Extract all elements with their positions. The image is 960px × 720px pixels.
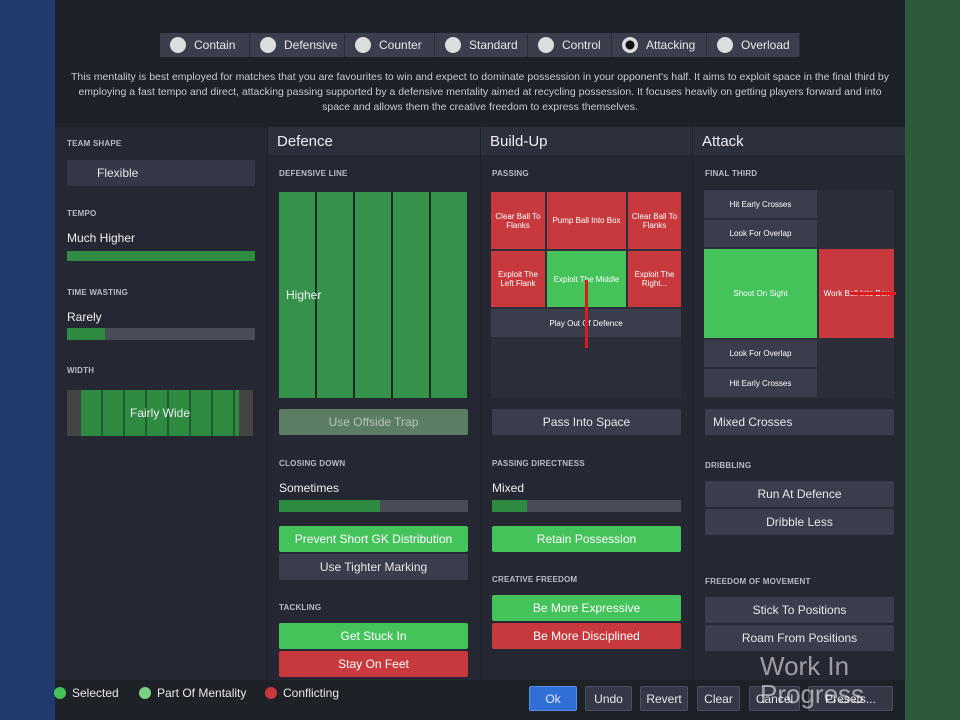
button[interactable]: Prevent Short GK Distribution [279,526,468,552]
button[interactable]: Ok [529,686,577,711]
pitch-cell[interactable]: Hit Early Crosses [704,369,817,397]
button[interactable]: Be More Disciplined [492,623,681,649]
width-pitch [67,390,253,436]
value: Fairly Wide [129,406,190,420]
mentality-option[interactable]: Counter [345,33,435,57]
label: CREATIVE FREEDOM [492,575,578,584]
pitch-cell[interactable]: Pump Ball Into Box [547,192,626,249]
radio [538,37,554,53]
radio [170,37,186,53]
pitch-cell[interactable]: Look For Overlap [704,220,817,247]
mentality-option[interactable]: Control [528,33,612,57]
pitch-cell[interactable]: Clear Ball To Flanks [491,192,545,249]
value: Sometimes [279,481,340,495]
label: DEFENSIVE LINE [279,169,348,178]
radio [260,37,276,53]
label: PASSING [492,169,529,178]
label: PASSING DIRECTNESS [492,459,585,468]
side-blur [905,0,960,720]
legend-text: Conflicting [283,686,340,700]
button[interactable]: Stick To Positions [705,597,894,623]
column-title: Build-Up [481,127,692,155]
legend-item: Selected [54,686,119,700]
label: DRIBBLING [705,461,752,470]
radio [445,37,461,53]
legend-item: Part Of Mentality [139,686,246,700]
column-title: Defence [268,127,480,155]
dropdown[interactable]: Mixed Crosses [705,409,894,435]
button[interactable]: Get Stuck In [279,623,468,649]
legend-text: Selected [72,686,119,700]
side-blur [0,0,55,720]
label: TIME WASTING [67,288,129,297]
pitch-cell[interactable]: Clear Ball To Flanks [628,192,681,249]
label: FINAL THIRD [705,169,758,178]
button[interactable]: Revert [640,686,688,711]
radio [717,37,733,53]
button[interactable]: Cancel [749,686,800,711]
defence-pitch [279,192,468,398]
button[interactable]: Retain Possession [492,526,681,552]
button[interactable]: Be More Expressive [492,595,681,621]
arrow [850,292,896,295]
mentality-option[interactable]: Overload [707,33,800,57]
mentality-option[interactable]: Defensive [250,33,345,57]
button[interactable]: Pass Into Space [492,409,681,435]
pitch-cell[interactable]: Hit Early Crosses [704,190,817,218]
legend-text: Part Of Mentality [157,686,247,700]
radio [622,37,638,53]
legend-item: Conflicting [265,686,339,700]
column-title: Attack [693,127,905,155]
button[interactable]: Presets... [808,686,893,711]
label: WIDTH [67,366,95,375]
mentality-option[interactable]: Contain [160,33,250,57]
slider-fill [279,500,380,512]
label: TEAM SHAPE [67,139,122,148]
button[interactable]: Run At Defence [705,481,894,507]
watermark: Work In Progress [760,651,865,709]
pitch-cell[interactable]: Look For Overlap [704,340,817,367]
pitch-cell[interactable]: Shoot On Sight [704,249,817,338]
slider[interactable] [67,251,255,261]
value: Much Higher [67,231,136,245]
dropdown[interactable]: Flexible [67,160,255,186]
mentality-option[interactable]: Attacking [612,33,707,57]
button[interactable]: Use Tighter Marking [279,554,468,580]
button[interactable]: Use Offside Trap [279,409,468,435]
slider-fill [67,328,105,340]
value: Rarely [67,310,102,324]
value: Higher [286,288,322,302]
slider[interactable] [492,500,681,512]
label: TEMPO [67,209,97,218]
button[interactable]: Dribble Less [705,509,894,535]
label: FREEDOM OF MOVEMENT [705,577,811,586]
button[interactable]: Roam From Positions [705,625,894,651]
pitch-cell[interactable]: Exploit The Right... [628,251,681,307]
slider[interactable] [67,328,255,340]
label: TACKLING [279,603,322,612]
button[interactable]: Stay On Feet [279,651,468,677]
mentality-option[interactable]: Standard [435,33,528,57]
value: Flexible [97,166,139,180]
description: This mentality is best employed for matc… [71,71,889,113]
value: Mixed [492,481,525,495]
slider-fill [492,500,527,512]
arrow [585,280,588,348]
pitch-cell[interactable]: Exploit The Left Flank [491,251,545,307]
button[interactable]: Undo [585,686,632,711]
button[interactable]: Clear [697,686,740,711]
radio [355,37,371,53]
label: CLOSING DOWN [279,459,346,468]
